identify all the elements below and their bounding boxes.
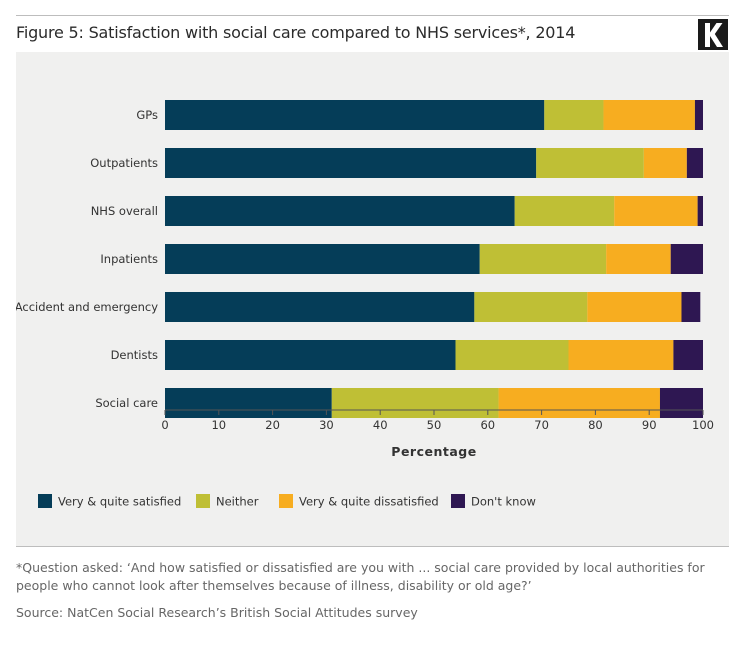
bar-segment (694, 100, 703, 130)
x-tick-label: 20 (265, 418, 280, 432)
k-logo-icon (705, 22, 723, 47)
bar-segment (606, 244, 671, 274)
x-tick-label: 90 (642, 418, 657, 432)
bar-segment (165, 292, 475, 322)
category-label: Accident and emergency (16, 300, 158, 314)
bar-segment (659, 388, 703, 418)
bar-segment (474, 292, 588, 322)
chart-svg: GPs Outpatients NHS overall Inpatients Accid… (15, 100, 714, 509)
x-tick-label: 100 (692, 418, 714, 432)
bar-segment (686, 148, 703, 178)
legend-label: Very & quite satisfied (58, 495, 181, 509)
x-tick-label: 80 (588, 418, 603, 432)
bar-segment (514, 196, 615, 226)
bar-segment (643, 148, 687, 178)
bar-segment (568, 340, 674, 370)
bar-segment (673, 340, 703, 370)
legend-swatch (279, 494, 293, 508)
legend-swatch (451, 494, 465, 508)
x-tick-label: 60 (480, 418, 495, 432)
bar-segment (498, 388, 660, 418)
x-tick-label: 30 (319, 418, 334, 432)
legend-label: Very & quite dissatisfied (299, 495, 439, 509)
legend-swatch (196, 494, 210, 508)
bar-segment (587, 292, 682, 322)
bar-segment (614, 196, 698, 226)
x-tick-label: 10 (211, 418, 226, 432)
x-tick-label: 50 (427, 418, 442, 432)
source-note: Source: NatCen Social Research’s British… (16, 605, 418, 620)
bar-segment (536, 148, 644, 178)
brand-logo (698, 19, 728, 50)
category-label: Inpatients (100, 252, 158, 266)
bar-segment (331, 388, 499, 418)
category-label: Outpatients (90, 156, 158, 170)
x-tick-label: 40 (373, 418, 388, 432)
bar-segment (165, 244, 480, 274)
category-label: NHS overall (91, 204, 158, 218)
legend-label: Neither (216, 495, 259, 509)
bar-segment (165, 100, 545, 130)
category-label: GPs (136, 108, 158, 122)
x-tick-label: 0 (161, 418, 168, 432)
bar-segment (479, 244, 607, 274)
bar-segment (455, 340, 569, 370)
bar-segment (165, 388, 332, 418)
category-label: Dentists (111, 348, 158, 362)
legend-label: Don't know (471, 495, 536, 509)
bar-segment (670, 244, 703, 274)
x-tick-label: 70 (534, 418, 549, 432)
bar-segment (165, 340, 456, 370)
chart-title: Figure 5: Satisfaction with social care … (16, 23, 576, 42)
x-axis-title: Percentage (391, 444, 476, 459)
category-label: Social care (95, 396, 158, 410)
question-footnote: *Question asked: ‘And how satisfied or d… (16, 560, 705, 593)
legend-swatch (38, 494, 52, 508)
top-rule (16, 15, 729, 16)
bar-segment (165, 196, 515, 226)
bar-segment (165, 148, 537, 178)
bottom-rule (16, 546, 729, 547)
bar-segment (681, 292, 701, 322)
chart-panel: GPs Outpatients NHS overall Inpatients Accid… (15, 52, 729, 546)
bar-segment (544, 100, 604, 130)
bar-segment (603, 100, 695, 130)
bar-segment (697, 196, 703, 226)
